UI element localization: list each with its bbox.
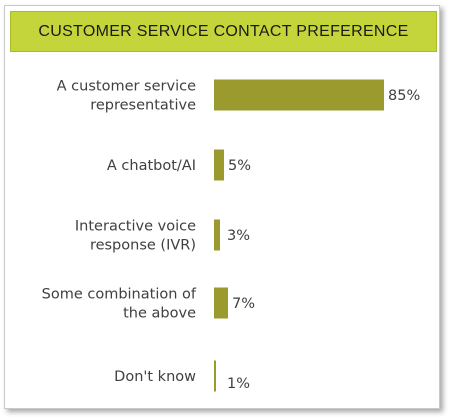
value-label: 85%: [388, 88, 420, 104]
value-label: 1%: [227, 376, 250, 392]
bar: [214, 149, 224, 181]
category-label: A chatbot/AI: [107, 158, 196, 174]
chart-title: CUSTOMER SERVICE CONTACT PREFERENCE: [38, 22, 409, 40]
bar: [214, 79, 384, 111]
value-label: 3%: [227, 228, 250, 244]
category-label: Interactive voice response (IVR): [75, 219, 196, 254]
value-label: 7%: [232, 296, 255, 312]
value-label: 5%: [228, 158, 251, 174]
category-label: A customer service representative: [57, 79, 196, 114]
chart-frame: [4, 5, 440, 409]
bar: [214, 287, 228, 319]
category-label: Don't know: [114, 369, 196, 385]
chart-title-bar: CUSTOMER SERVICE CONTACT PREFERENCE: [10, 11, 437, 52]
bar: [214, 360, 216, 392]
category-label: Some combination of the above: [42, 287, 197, 322]
bar: [214, 219, 220, 251]
